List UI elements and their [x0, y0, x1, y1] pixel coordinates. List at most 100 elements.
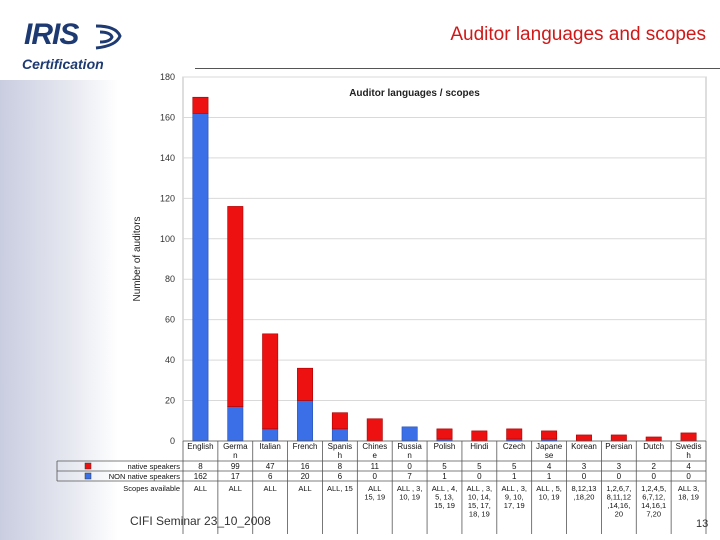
scope-text-4: ALL, 15 [327, 484, 353, 493]
scope-text-1: ALL [229, 484, 242, 493]
left-gradient-band [0, 80, 118, 540]
scope-text-14: ALL 3, [678, 484, 699, 493]
category-label-14: Swedis [676, 442, 702, 451]
scope-text-8: ALL , 3, [467, 484, 493, 493]
data-label-1-13: 0 [651, 472, 656, 481]
category-label-1: Germa [223, 442, 248, 451]
y-axis-label: Number of auditors [132, 216, 143, 301]
scope-text-8: 10, 14, [468, 493, 491, 502]
data-label-1-1: 17 [231, 472, 240, 481]
chart-title: Auditor languages / scopes [349, 88, 480, 99]
category-label-8: Hindi [470, 442, 488, 451]
data-label-0-13: 2 [651, 462, 656, 471]
scope-text-2: ALL [263, 484, 276, 493]
bar-non-native-4 [331, 428, 348, 442]
scope-text-12: 8,11,12 [607, 493, 631, 502]
bar-native-9 [506, 428, 523, 440]
category-label-4: h [338, 451, 342, 460]
scope-text-3: ALL [298, 484, 311, 493]
bar-native-2 [262, 333, 279, 430]
bar-native-14 [680, 432, 697, 442]
data-label-0-8: 5 [477, 462, 482, 471]
category-label-9: Czech [503, 442, 526, 451]
y-tick-label: 40 [165, 355, 175, 365]
bar-non-native-1 [227, 406, 244, 442]
category-label-6: Russia [397, 442, 422, 451]
data-label-1-0: 162 [194, 472, 208, 481]
data-label-0-12: 3 [617, 462, 622, 471]
scope-text-9: ALL , 3, [501, 484, 527, 493]
scope-text-13: 1,2,4,5, [641, 484, 666, 493]
scope-text-12: ,14,16, [607, 501, 630, 510]
y-tick-label: 0 [170, 436, 175, 446]
data-label-0-10: 4 [547, 462, 552, 471]
category-label-2: Italian [259, 442, 280, 451]
y-tick-label: 60 [165, 315, 175, 325]
data-label-1-2: 6 [268, 472, 273, 481]
category-label-11: Korean [571, 442, 597, 451]
logo-wordmark: IRIS [24, 18, 79, 51]
bar-native-10 [541, 430, 558, 440]
scope-text-11: ,18,20 [574, 493, 595, 502]
data-label-0-0: 8 [198, 462, 203, 471]
scope-text-13: 7,20 [646, 510, 661, 519]
data-label-0-7: 5 [442, 462, 447, 471]
category-label-1: n [233, 451, 237, 460]
category-label-14: h [686, 451, 690, 460]
category-label-10: se [545, 451, 554, 460]
scope-text-9: 17, 19 [504, 501, 525, 510]
footer-text: CIFI Seminar 23_10_2008 [130, 514, 271, 528]
data-label-0-5: 11 [371, 462, 380, 471]
category-label-0: English [187, 442, 213, 451]
y-tick-label: 100 [160, 234, 175, 244]
data-label-0-9: 5 [512, 462, 517, 471]
data-label-1-3: 20 [301, 472, 310, 481]
scope-text-13: 6,7,12, [642, 493, 665, 502]
y-tick-label: 160 [160, 112, 175, 122]
data-label-1-4: 6 [338, 472, 343, 481]
bar-non-native-3 [297, 400, 314, 442]
data-label-1-5: 0 [373, 472, 378, 481]
data-label-0-2: 47 [266, 462, 275, 471]
y-tick-label: 20 [165, 396, 175, 406]
scope-text-0: ALL [194, 484, 207, 493]
scope-text-14: 18, 19 [678, 493, 699, 502]
bar-native-13 [645, 436, 662, 442]
bar-native-3 [297, 367, 314, 401]
bar-native-4 [331, 412, 348, 430]
category-label-5: Chines [362, 442, 387, 451]
data-label-1-11: 0 [582, 472, 587, 481]
scope-text-10: 10, 19 [539, 493, 560, 502]
legend-key-0 [84, 462, 92, 470]
scope-text-8: 18, 19 [469, 510, 490, 519]
bar-non-native-2 [262, 428, 279, 442]
data-label-0-4: 8 [338, 462, 343, 471]
legend-key-1 [84, 472, 92, 480]
category-label-6: n [407, 451, 411, 460]
scope-text-10: ALL , 5, [536, 484, 562, 493]
category-label-7: Polish [434, 442, 456, 451]
scope-text-6: ALL , 3, [397, 484, 423, 493]
bar-native-12 [610, 434, 627, 442]
data-label-0-1: 99 [231, 462, 240, 471]
bar-native-8 [471, 430, 488, 442]
y-tick-label: 140 [160, 153, 175, 163]
bar-native-7 [436, 428, 453, 440]
scope-text-11: 8,12,13 [571, 484, 596, 493]
category-label-12: Persian [605, 442, 632, 451]
iris-certification-logo: IRIS Certification [20, 14, 132, 76]
category-label-4: Spanis [328, 442, 352, 451]
category-label-3: French [293, 442, 318, 451]
scope-text-12: 20 [615, 510, 623, 519]
category-label-10: Japane [536, 442, 563, 451]
y-tick-label: 120 [160, 193, 175, 203]
scope-text-12: 1,2,6,7, [606, 484, 631, 493]
legend-label-1: NON native speakers [109, 472, 181, 481]
logo-subtitle: Certification [22, 56, 104, 72]
scope-text-5: ALL [368, 484, 381, 493]
data-label-1-7: 1 [442, 472, 447, 481]
logo-waves-icon [95, 24, 122, 50]
data-label-1-6: 7 [407, 472, 412, 481]
data-label-0-14: 4 [686, 462, 691, 471]
